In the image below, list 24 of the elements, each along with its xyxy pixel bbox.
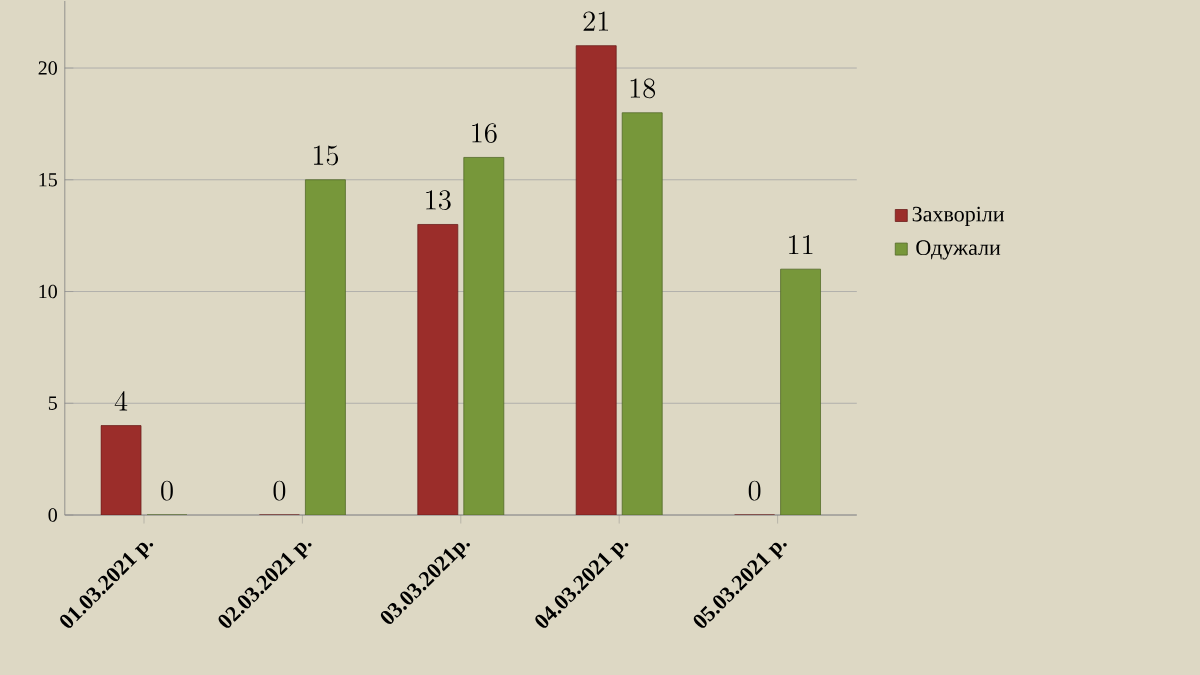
y-tick-label: 10 [39,284,57,299]
data-label: 15 [313,145,339,166]
data-label: 0 [161,480,173,501]
bar [417,224,459,515]
data-label: 4 [114,391,128,411]
bar [621,112,663,515]
data-label: 18 [630,78,656,99]
data-label: 0 [273,480,286,501]
data-label: 0 [748,480,761,501]
data-label: 21 [583,11,608,31]
data-label: 13 [426,190,451,211]
y-tick-label: 15 [39,173,57,187]
y-tick-label: 20 [38,61,57,75]
data-label: 11 [789,234,813,255]
bar [100,425,142,515]
y-tick-label: 5 [48,396,57,410]
bar [780,268,821,515]
bar [575,45,617,515]
data-label: 16 [472,123,497,143]
legend-label: Одужали [916,240,1001,260]
bar [463,157,505,515]
y-tick-label: 0 [48,508,57,522]
legend-label: Захворіли [912,206,1005,226]
bar [305,179,346,515]
